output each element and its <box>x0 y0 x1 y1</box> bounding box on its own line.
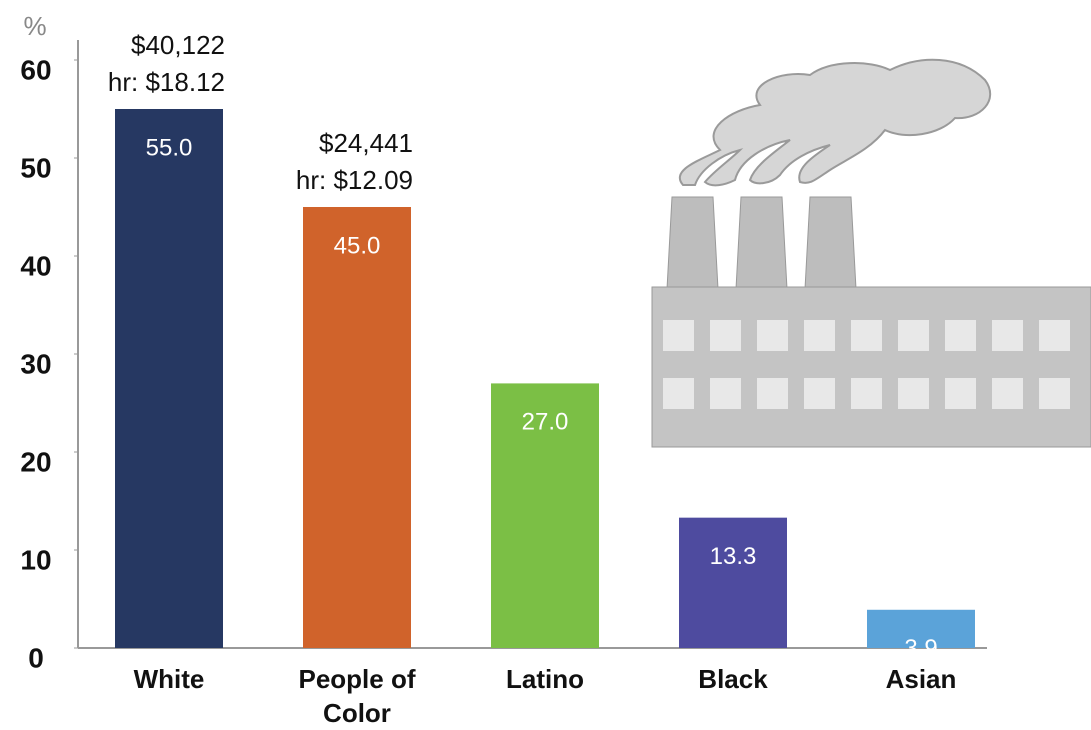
y-tick-label: 50 <box>20 152 51 183</box>
factory-illustration <box>651 58 1091 448</box>
value-label: 13.3 <box>710 543 757 570</box>
y-tick-label: 10 <box>20 544 51 575</box>
x-tick-label: Latino <box>506 664 584 694</box>
annotation: hr: $18.12 <box>108 67 225 97</box>
x-tick-label: People of Color <box>298 664 416 728</box>
bar <box>867 609 975 648</box>
y-tick-label: 20 <box>20 446 51 477</box>
x-tick-label: White <box>133 664 205 694</box>
annotation: hr: $12.09 <box>296 165 413 195</box>
value-label: 45.0 <box>334 232 381 259</box>
x-tick-label: Asian <box>885 664 957 694</box>
x-tick-label: Black <box>698 664 768 694</box>
bar <box>115 109 223 648</box>
annotation: $24,441 <box>319 128 413 158</box>
bar <box>491 383 599 648</box>
y-axis-label: % <box>23 11 46 41</box>
y-tick-label: 60 <box>20 54 51 85</box>
annotation: $40,122 <box>131 30 225 60</box>
y-tick-label: 40 <box>20 250 51 281</box>
value-label: 3.9 <box>904 635 937 662</box>
bar <box>679 517 787 648</box>
value-label: 55.0 <box>146 134 193 161</box>
bar <box>303 207 411 648</box>
value-label: 27.0 <box>522 409 569 436</box>
y-tick-label: 0 <box>28 642 44 673</box>
y-tick-label: 30 <box>20 348 51 379</box>
